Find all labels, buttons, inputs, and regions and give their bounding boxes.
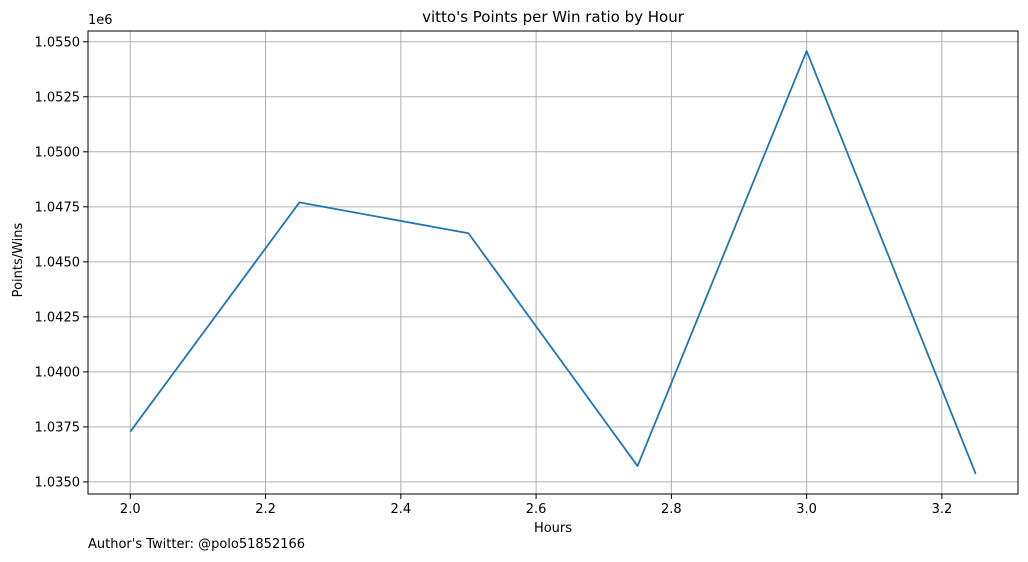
series-line — [129, 50, 977, 475]
y-axis-offset-label: 1e6 — [88, 13, 113, 28]
x-tick-label: 3.0 — [796, 502, 817, 517]
y-axis-label: Points/Wins — [11, 222, 26, 297]
series-layer — [129, 50, 977, 475]
author-twitter-note: Author's Twitter: @polo51852166 — [88, 537, 306, 552]
y-tick-label: 1.0400 — [35, 365, 81, 380]
x-tick-label: 2.0 — [120, 502, 141, 517]
x-axis-label: Hours — [534, 521, 572, 536]
y-tick-label: 1.0525 — [35, 90, 81, 105]
x-axis: 2.0 2.2 2.4 2.6 2.8 3.0 3.2 — [120, 494, 952, 517]
y-tick-label: 1.0550 — [35, 35, 81, 50]
y-tick-label: 1.0450 — [35, 255, 81, 270]
x-tick-label: 2.2 — [255, 502, 276, 517]
y-tick-label: 1.0375 — [35, 420, 81, 435]
x-tick-label: 2.8 — [661, 502, 682, 517]
y-axis: 1.0350 1.0375 1.0400 1.0425 1.0450 1.0475 1.05… — [35, 35, 88, 490]
x-tick-label: 2.4 — [390, 502, 411, 517]
y-tick-label: 1.0425 — [35, 310, 81, 325]
x-tick-label: 3.2 — [932, 502, 953, 517]
x-tick-label: 2.6 — [526, 502, 547, 517]
y-tick-label: 1.0500 — [35, 145, 81, 160]
grid — [88, 31, 1018, 494]
y-tick-label: 1.0475 — [35, 200, 81, 215]
y-tick-label: 1.0350 — [35, 475, 81, 490]
chart-title: vitto's Points per Win ratio by Hour — [422, 8, 685, 26]
axes-frame — [87, 30, 1019, 495]
